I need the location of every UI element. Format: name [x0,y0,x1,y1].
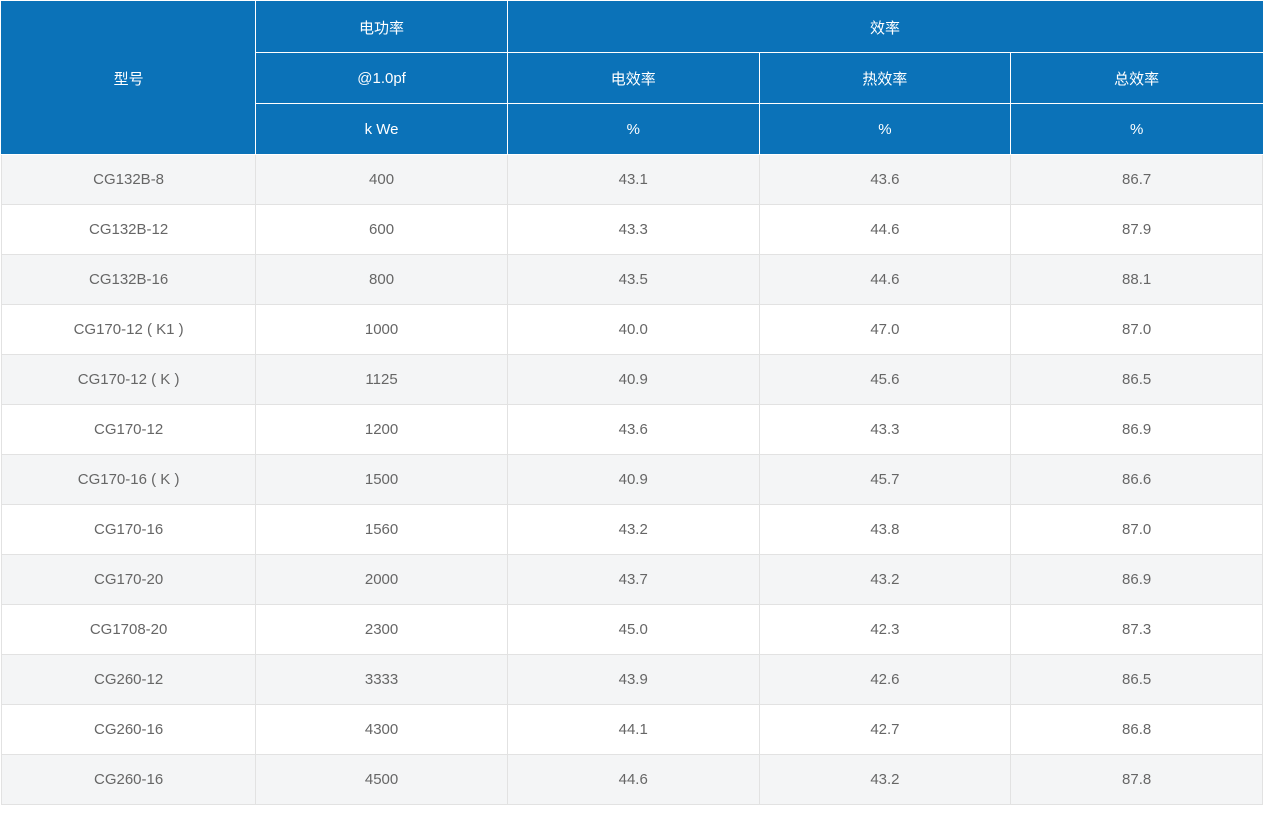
table-row: CG170-12 1200 43.6 43.3 86.9 [0,404,1263,455]
cell-power: 1000 [255,304,508,355]
cell-total-efficiency: 87.8 [1010,754,1263,805]
cell-total-efficiency: 88.1 [1010,254,1263,305]
header-electrical-efficiency-unit: % [506,103,760,155]
cell-model: CG170-20 [0,554,257,605]
cell-power: 600 [255,204,508,255]
cell-total-efficiency: 86.9 [1010,554,1263,605]
header-power-unit: k We [255,103,508,155]
header-row-2: @1.0pf 电效率 热效率 总效率 [2,52,1263,104]
table-row: CG170-20 2000 43.7 43.2 86.9 [0,554,1263,605]
cell-electrical-efficiency: 43.9 [506,654,760,705]
cell-power: 1125 [255,354,508,405]
header-thermal-efficiency-unit: % [758,103,1012,155]
cell-total-efficiency: 86.7 [1010,154,1263,205]
table-row: CG132B-8 400 43.1 43.6 86.7 [0,154,1263,205]
cell-electrical-efficiency: 45.0 [506,604,760,655]
cell-electrical-efficiency: 40.9 [506,354,760,405]
cell-thermal-efficiency: 44.6 [758,204,1012,255]
table-header: 型号 电功率 效率 @1.0pf 电效率 热效率 总效率 k We % % % [0,1,1264,155]
cell-power: 1200 [255,404,508,455]
header-efficiency: 效率 [506,1,1264,53]
cell-model: CG170-12 ( K ) [0,354,257,405]
cell-model: CG170-16 [0,504,257,555]
cell-model: CG170-12 [0,404,257,455]
cell-total-efficiency: 87.9 [1010,204,1263,255]
table-row: CG170-12 ( K ) 1125 40.9 45.6 86.5 [0,354,1263,405]
cell-electrical-efficiency: 43.3 [506,204,760,255]
cell-thermal-efficiency: 42.6 [758,654,1012,705]
cell-thermal-efficiency: 45.6 [758,354,1012,405]
header-model: 型号 [0,1,257,155]
cell-thermal-efficiency: 42.3 [758,604,1012,655]
cell-thermal-efficiency: 43.8 [758,504,1012,555]
cell-total-efficiency: 86.5 [1010,354,1263,405]
header-row-3: k We % % % [2,103,1263,155]
cell-power: 3333 [255,654,508,705]
cell-power: 1500 [255,454,508,505]
cell-power: 2300 [255,604,508,655]
table-row: CG1708-20 2300 45.0 42.3 87.3 [0,604,1263,655]
cell-electrical-efficiency: 40.9 [506,454,760,505]
cell-electrical-efficiency: 43.1 [506,154,760,205]
cell-model: CG260-16 [0,704,257,755]
cell-total-efficiency: 87.0 [1010,504,1263,555]
header-total-efficiency-unit: % [1010,103,1263,155]
cell-electrical-efficiency: 40.0 [506,304,760,355]
cell-electrical-efficiency: 43.7 [506,554,760,605]
cell-model: CG132B-16 [0,254,257,305]
cell-thermal-efficiency: 47.0 [758,304,1012,355]
cell-power: 4300 [255,704,508,755]
cell-total-efficiency: 87.3 [1010,604,1263,655]
cell-thermal-efficiency: 43.6 [758,154,1012,205]
table-body: CG132B-8 400 43.1 43.6 86.7 CG132B-12 60… [0,154,1263,805]
cell-model: CG132B-12 [0,204,257,255]
header-power-factor: @1.0pf [255,52,508,104]
table-row: CG132B-16 800 43.5 44.6 88.1 [0,254,1263,305]
cell-model: CG170-12 ( K1 ) [0,304,257,355]
cell-electrical-efficiency: 43.2 [506,504,760,555]
header-row-1: 型号 电功率 效率 [0,1,1264,155]
cell-power: 2000 [255,554,508,605]
cell-electrical-efficiency: 44.6 [506,754,760,805]
cell-electrical-efficiency: 43.5 [506,254,760,305]
cell-total-efficiency: 86.9 [1010,404,1263,455]
cell-thermal-efficiency: 45.7 [758,454,1012,505]
cell-total-efficiency: 86.6 [1010,454,1263,505]
cell-model: CG1708-20 [0,604,257,655]
cell-model: CG260-12 [0,654,257,705]
cell-thermal-efficiency: 43.3 [758,404,1012,455]
table-row: CG260-16 4300 44.1 42.7 86.8 [0,704,1263,755]
cell-thermal-efficiency: 42.7 [758,704,1012,755]
cell-thermal-efficiency: 43.2 [758,754,1012,805]
cell-total-efficiency: 87.0 [1010,304,1263,355]
table-row: CG170-16 1560 43.2 43.8 87.0 [0,504,1263,555]
cell-power: 4500 [255,754,508,805]
cell-total-efficiency: 86.5 [1010,654,1263,705]
cell-model: CG170-16 ( K ) [0,454,257,505]
cell-total-efficiency: 86.8 [1010,704,1263,755]
header-power: 电功率 [255,1,508,53]
table-row: CG260-16 4500 44.6 43.2 87.8 [0,754,1263,805]
table-row: CG170-12 ( K1 ) 1000 40.0 47.0 87.0 [0,304,1263,355]
cell-power: 1560 [255,504,508,555]
cell-power: 800 [255,254,508,305]
table-row: CG260-12 3333 43.9 42.6 86.5 [0,654,1263,705]
spec-table: 型号 电功率 效率 @1.0pf 电效率 热效率 总效率 k We % % % … [0,1,1264,805]
spec-table-container: 型号 电功率 效率 @1.0pf 电效率 热效率 总效率 k We % % % … [0,1,1264,805]
cell-model: CG132B-8 [0,154,257,205]
cell-electrical-efficiency: 43.6 [506,404,760,455]
header-electrical-efficiency: 电效率 [506,52,760,104]
table-row: CG170-16 ( K ) 1500 40.9 45.7 86.6 [0,454,1263,505]
cell-electrical-efficiency: 44.1 [506,704,760,755]
cell-model: CG260-16 [0,754,257,805]
header-thermal-efficiency: 热效率 [758,52,1012,104]
cell-thermal-efficiency: 44.6 [758,254,1012,305]
cell-thermal-efficiency: 43.2 [758,554,1012,605]
table-row: CG132B-12 600 43.3 44.6 87.9 [0,204,1263,255]
cell-power: 400 [255,154,508,205]
header-total-efficiency: 总效率 [1010,52,1263,104]
